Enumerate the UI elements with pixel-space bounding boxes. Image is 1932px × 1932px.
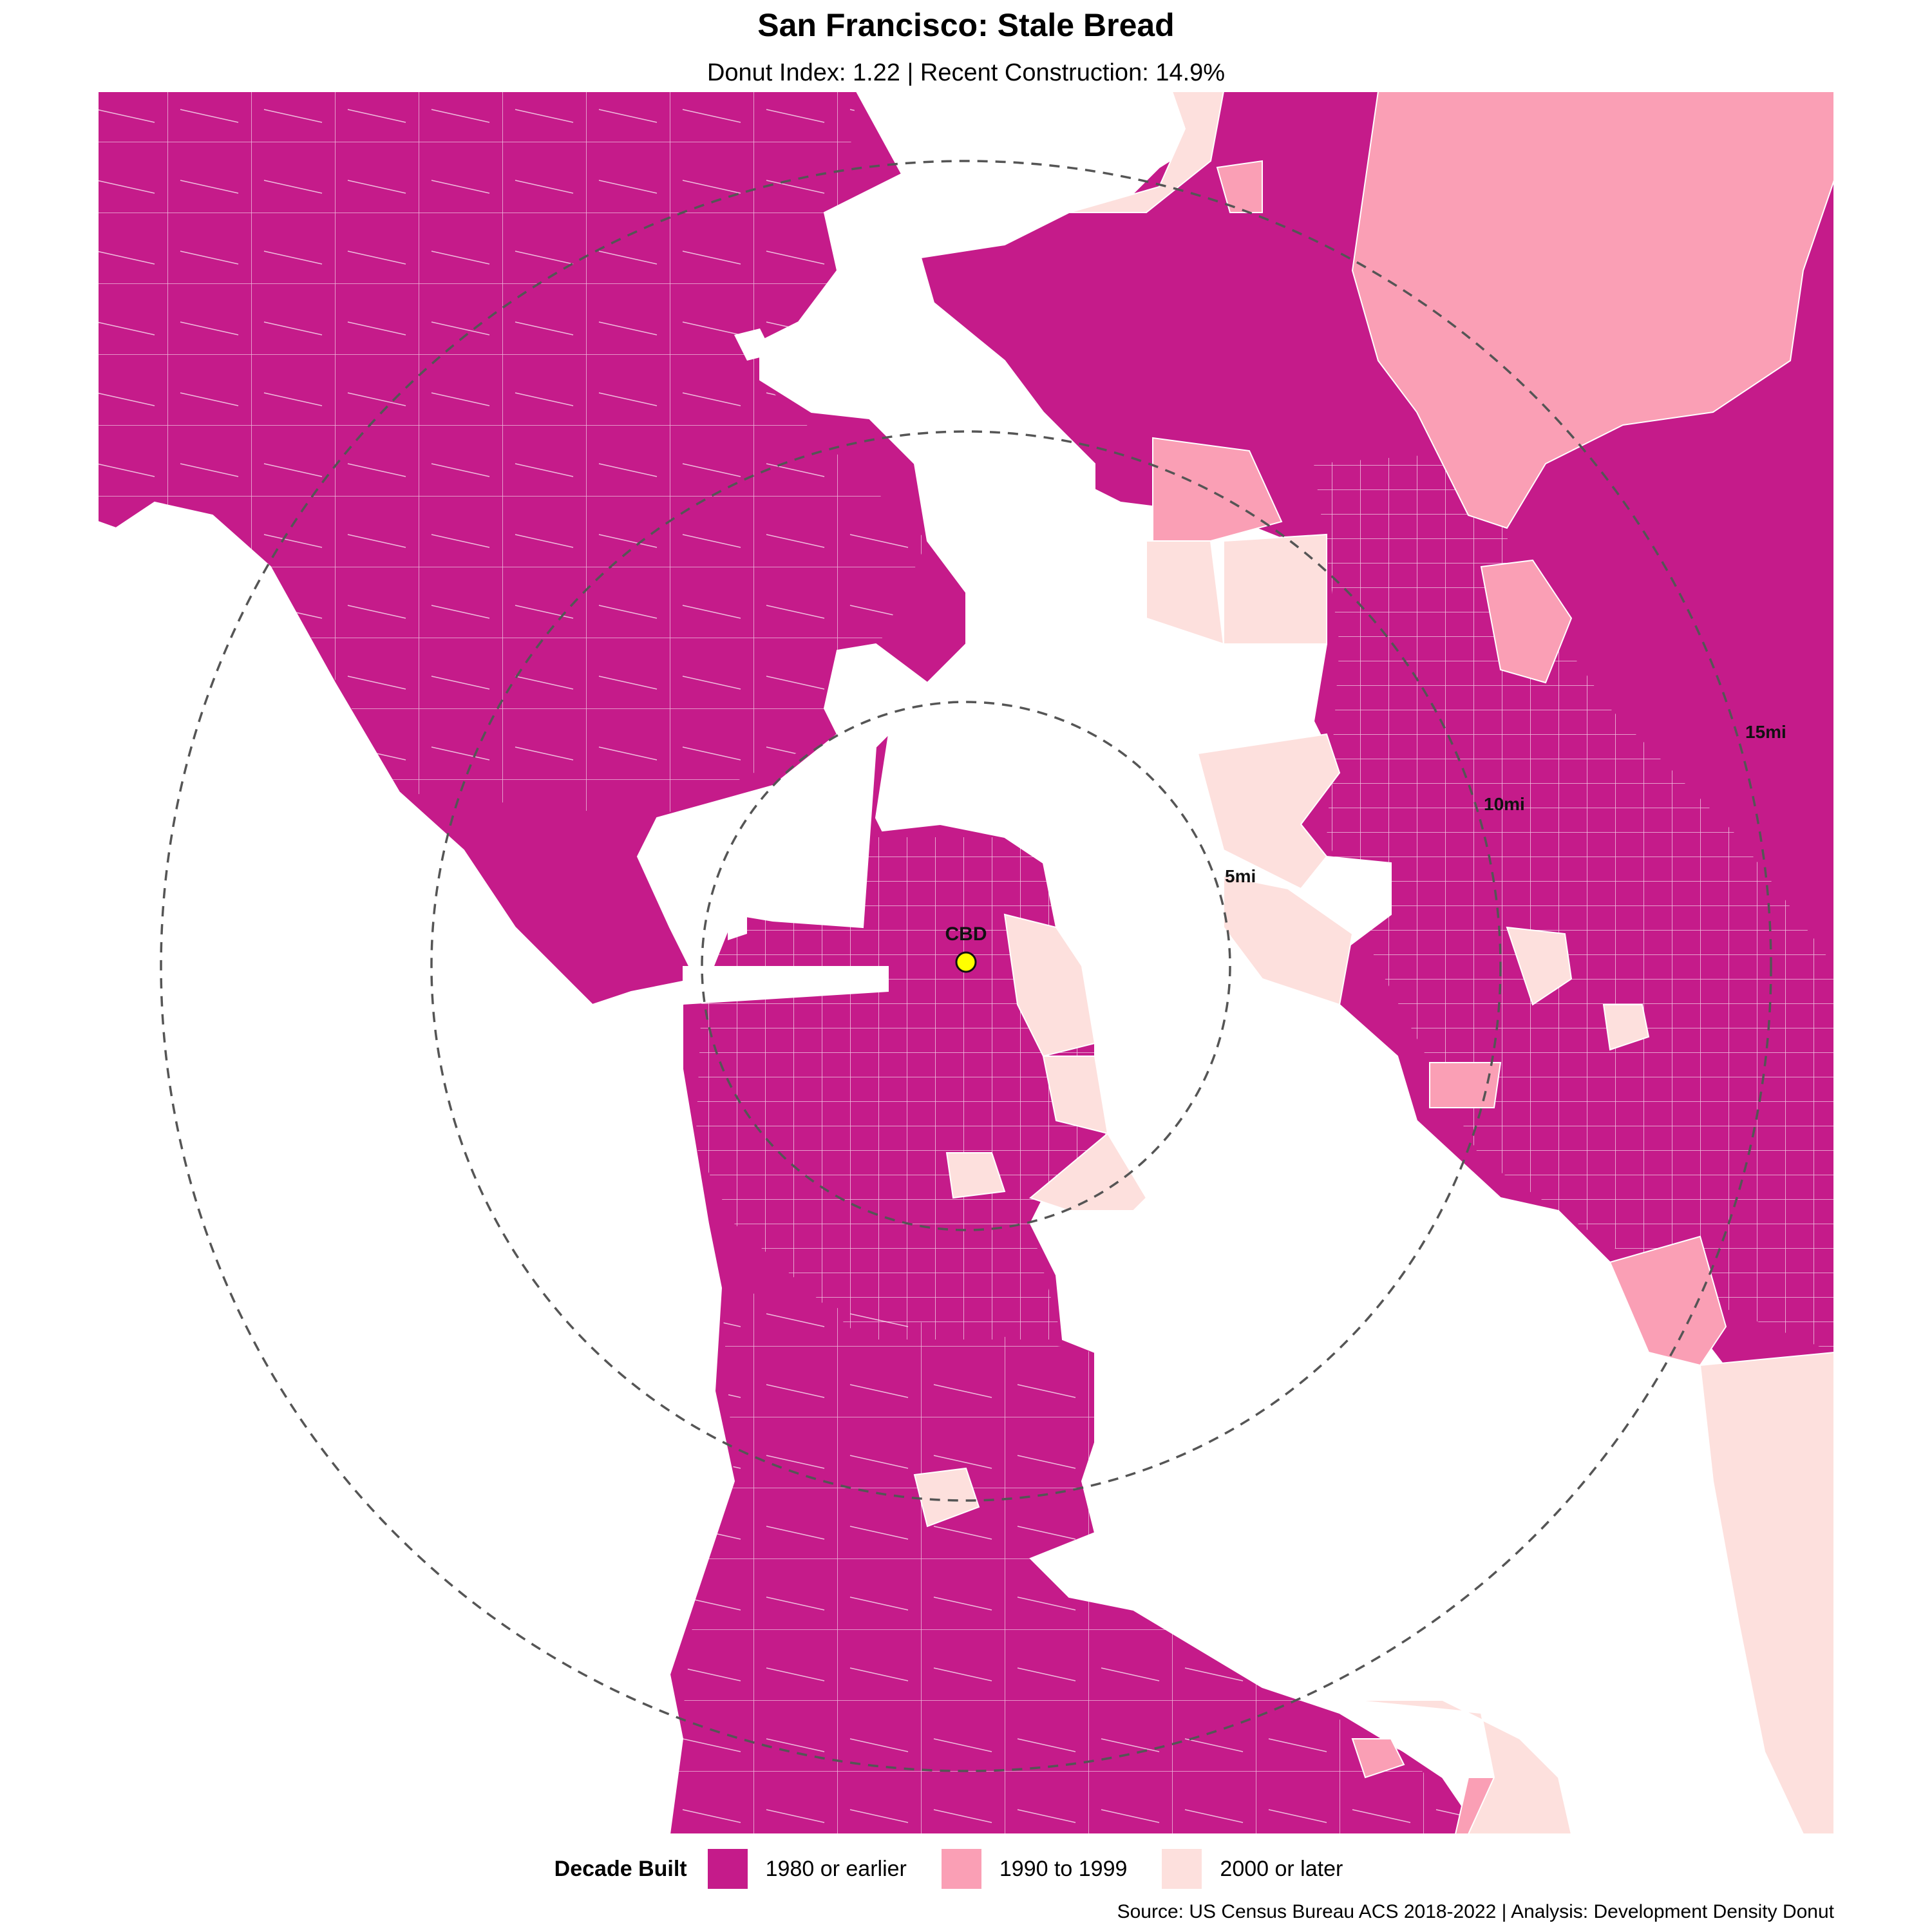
south-tract-overlay bbox=[670, 1288, 1481, 1834]
source-caption: Source: US Census Bureau ACS 2018-2022 |… bbox=[1117, 1901, 1834, 1922]
legend-label-2000: 2000 or later bbox=[1220, 1856, 1343, 1881]
tract-1990-richmond bbox=[1152, 437, 1283, 542]
treasure-island-bay bbox=[1082, 760, 1146, 863]
map-title: San Francisco: Stale Bread bbox=[757, 7, 1175, 43]
ring-15mi bbox=[160, 160, 1772, 1772]
cbd-label: CBD bbox=[945, 923, 987, 945]
ring-label-5mi: 5mi bbox=[1225, 866, 1256, 886]
lake-merced-gap bbox=[728, 889, 747, 940]
tract-2000-east-hills bbox=[1699, 1351, 1834, 1834]
tract-2000-alameda-point bbox=[1223, 875, 1354, 1006]
tract-2000-bay-shore bbox=[1197, 733, 1341, 890]
tract-2000-sf-soma bbox=[1003, 913, 1096, 1057]
ring-5mi bbox=[701, 701, 1231, 1231]
golden-gate-strait bbox=[683, 966, 889, 1005]
tract-2000-bay-fill-north bbox=[1068, 91, 1225, 213]
tract-2000-emeryville bbox=[1223, 533, 1327, 645]
map-subtitle: Donut Index: 1.22 | Recent Construction:… bbox=[706, 59, 1226, 86]
ring-label-15mi: 15mi bbox=[1745, 722, 1786, 742]
tract-2000-oakland-airport bbox=[1506, 926, 1573, 1006]
legend-label-1990: 1990 to 1999 bbox=[999, 1856, 1128, 1881]
tract-1990-oakland bbox=[1429, 1062, 1502, 1108]
tract-1990-north bbox=[1216, 160, 1263, 213]
legend: Decade Built 1980 or earlier 1990 to 199… bbox=[0, 1843, 1932, 1895]
legend-title: Decade Built bbox=[554, 1856, 687, 1881]
tract-1990-berkeley-hills bbox=[1480, 559, 1573, 684]
distance-rings bbox=[160, 160, 1772, 1772]
tract-1990-peninsula bbox=[1351, 1738, 1405, 1779]
map-panel bbox=[98, 91, 1834, 1834]
tract-2000-richmond-marina bbox=[1146, 540, 1225, 645]
east-bay-tract-grid bbox=[1314, 451, 1834, 1352]
tract-1990-northeast-hills bbox=[1351, 91, 1834, 529]
legend-swatch-1980 bbox=[707, 1849, 748, 1889]
tract-2000-brisbane bbox=[913, 1467, 980, 1528]
tract-2000-hunters-point bbox=[1028, 1132, 1148, 1211]
legend-item-2000: 2000 or later bbox=[1162, 1849, 1343, 1889]
legend-item-1990: 1990 to 1999 bbox=[941, 1849, 1128, 1889]
tract-1990-fremont bbox=[1609, 1235, 1727, 1367]
sf-tract-grid bbox=[696, 837, 1108, 1340]
legend-swatch-2000 bbox=[1162, 1849, 1202, 1889]
tract-2000-candlestick bbox=[945, 1152, 1006, 1199]
legend-swatch-1990 bbox=[941, 1849, 981, 1889]
cbd-marker bbox=[955, 951, 977, 973]
tract-2000-hayward bbox=[1602, 1004, 1650, 1051]
legend-label-1980: 1980 or earlier bbox=[765, 1856, 907, 1881]
ring-10mi bbox=[430, 430, 1502, 1502]
marin-lake bbox=[734, 328, 773, 361]
north-tract-overlay bbox=[98, 91, 927, 818]
tract-2000-south-coast bbox=[1352, 1700, 1573, 1834]
legend-item-1980: 1980 or earlier bbox=[707, 1849, 907, 1889]
ring-label-10mi: 10mi bbox=[1484, 794, 1525, 814]
